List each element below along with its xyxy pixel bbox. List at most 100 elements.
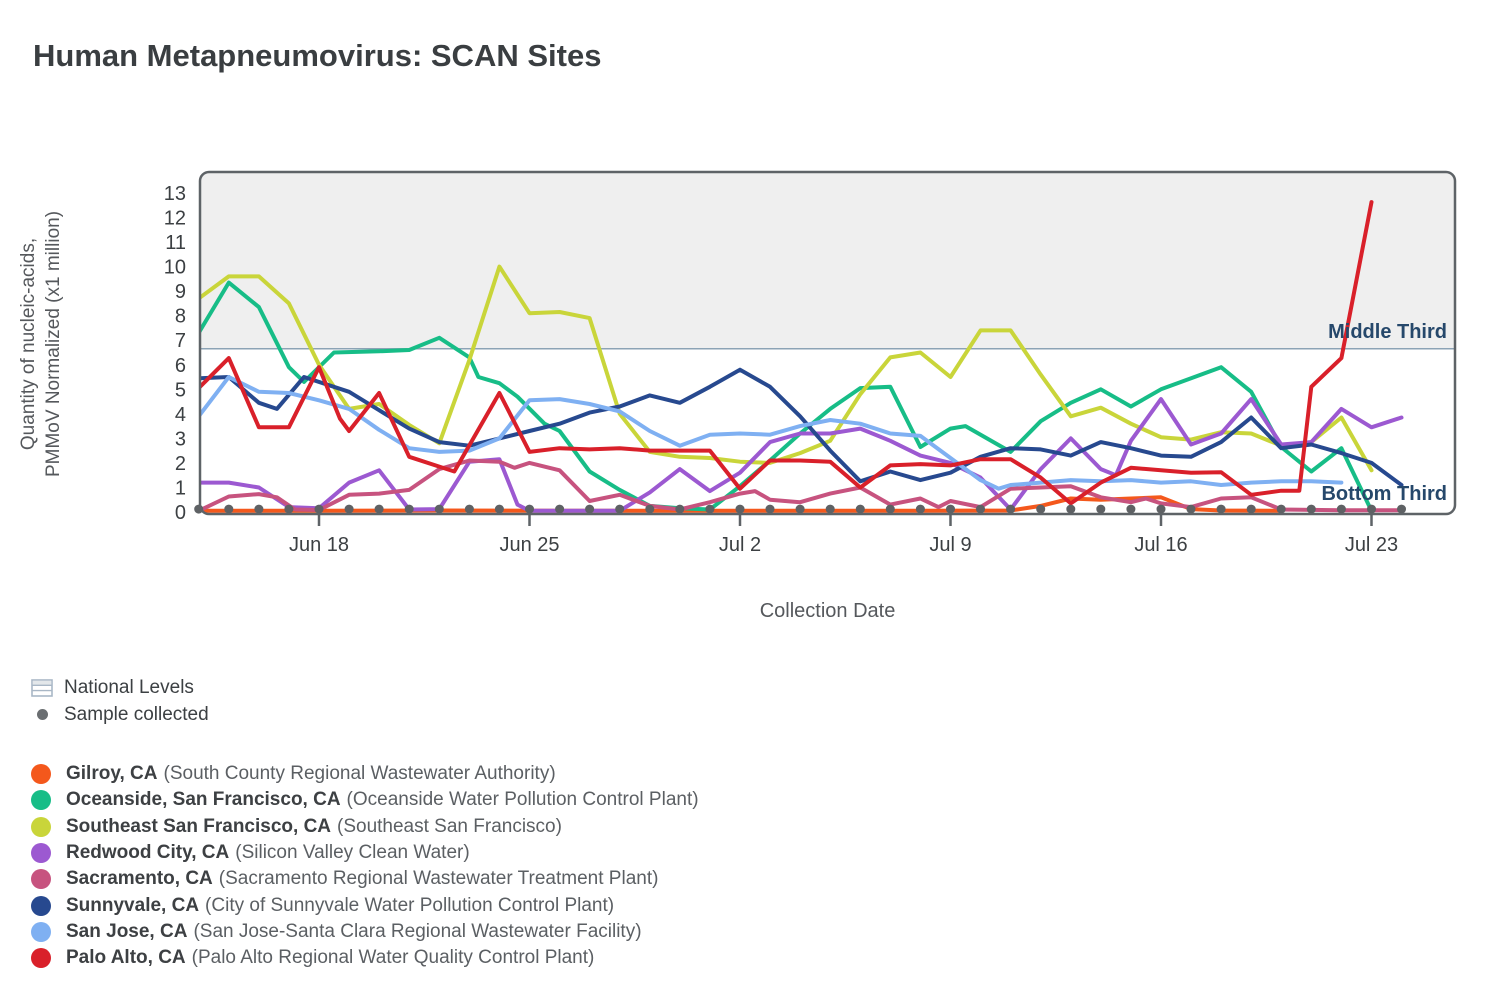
y-tick-label: 8 bbox=[175, 306, 186, 328]
bottom-third-annotation: Bottom Third bbox=[1321, 483, 1447, 505]
sample-collected-dot-icon bbox=[31, 709, 53, 720]
sample-collected-dot bbox=[1367, 504, 1376, 514]
national-levels-legend-item: National Levels bbox=[31, 674, 209, 701]
middle-third-shaded-region bbox=[200, 172, 1455, 349]
x-tick-label: Jul 23 bbox=[1345, 534, 1398, 556]
site-color-dot bbox=[31, 895, 51, 916]
sample-collected-dot bbox=[464, 504, 474, 514]
y-tick-label: 3 bbox=[175, 428, 186, 450]
sample-collected-dot bbox=[494, 504, 504, 514]
sample-collected-label: Sample collected bbox=[64, 703, 209, 725]
legend-site-row-oceanside[interactable]: Oceanside, San Francisco, CA (Oceanside … bbox=[31, 787, 699, 813]
sample-collected-dot bbox=[1006, 504, 1016, 514]
sample-collected-dot bbox=[344, 504, 354, 514]
upper-legend: National Levels Sample collected bbox=[31, 674, 209, 728]
x-tick-label: Jul 9 bbox=[929, 534, 971, 556]
sample-collected-dot bbox=[705, 504, 715, 514]
site-color-dot bbox=[31, 921, 51, 942]
y-tick-label: 9 bbox=[175, 281, 186, 303]
sample-collected-dot bbox=[1306, 504, 1316, 514]
sample-collected-dot bbox=[885, 504, 895, 514]
y-tick-label: 13 bbox=[164, 183, 186, 205]
sample-collected-dot bbox=[1186, 504, 1196, 514]
sample-collected-dot bbox=[1397, 504, 1406, 514]
sample-collected-dot bbox=[976, 504, 985, 514]
sample-collected-dot bbox=[946, 504, 955, 514]
sample-collected-dot bbox=[675, 504, 685, 514]
sample-collected-legend-item: Sample collected bbox=[31, 701, 209, 728]
series-line-redwood-city bbox=[200, 397, 1404, 513]
sample-collected-dot bbox=[1216, 504, 1226, 514]
sample-collected-dot bbox=[1096, 504, 1106, 514]
x-tick-label: Jul 16 bbox=[1134, 534, 1187, 556]
series-line-sunnyvale bbox=[200, 367, 1404, 487]
sample-collected-dot bbox=[915, 504, 925, 514]
y-tick-label: 7 bbox=[175, 330, 186, 352]
sample-collected-dot bbox=[1336, 504, 1346, 514]
y-tick-label: 11 bbox=[165, 232, 186, 254]
sample-collected-dot bbox=[1066, 504, 1076, 514]
national-levels-icon bbox=[31, 678, 53, 698]
site-color-dot bbox=[31, 843, 51, 864]
sample-collected-dot bbox=[434, 504, 444, 514]
y-tick-label: 0 bbox=[175, 502, 186, 524]
sample-collected-dot bbox=[525, 504, 534, 514]
plot-border bbox=[198, 170, 1457, 516]
sample-collected-dot bbox=[1156, 504, 1166, 514]
legend-site-row-palo-alto[interactable]: Palo Alto, CA (Palo Alto Regional Water … bbox=[31, 945, 699, 971]
site-color-dot bbox=[31, 869, 51, 890]
series-line-sacramento bbox=[200, 458, 1404, 513]
site-color-dot bbox=[31, 948, 51, 969]
site-color-dot bbox=[31, 816, 51, 837]
sample-collected-dot bbox=[735, 504, 745, 514]
series-line-palo-alto bbox=[200, 200, 1374, 506]
sample-dots-layer bbox=[194, 504, 1406, 514]
y-tick-label: 5 bbox=[175, 379, 186, 401]
y-tick-label: 4 bbox=[175, 404, 186, 426]
sample-collected-dot bbox=[825, 504, 835, 514]
sample-collected-dot bbox=[1126, 504, 1136, 514]
x-axis-ticks: Jun 18 Jun 25 Jul 2 Jul 9 Jul 16 Jul 23 bbox=[289, 514, 1398, 556]
sample-collected-dot bbox=[855, 504, 865, 514]
series-line-southeast-sf bbox=[200, 264, 1374, 473]
sample-collected-dot bbox=[374, 504, 384, 514]
middle-third-annotation: Middle Third bbox=[1328, 321, 1447, 343]
sample-collected-dot bbox=[1276, 504, 1286, 514]
x-axis-label: Collection Date bbox=[759, 600, 896, 622]
sample-collected-dot bbox=[765, 504, 775, 514]
y-tick-label: 12 bbox=[164, 208, 186, 230]
sample-collected-dot bbox=[585, 504, 595, 514]
legend-site-row-sunnyvale[interactable]: Sunnyvale, CA (City of Sunnyvale Water P… bbox=[31, 892, 699, 918]
sample-collected-dot bbox=[795, 504, 805, 514]
page-title: Human Metapneumovirus: SCAN Sites bbox=[33, 38, 602, 73]
chart-canvas[interactable]: Jun 18 Jun 25 Jul 2 Jul 9 Jul 16 Jul 23 01234… bbox=[0, 0, 1500, 640]
sample-collected-dot bbox=[314, 504, 324, 514]
national-levels-label: National Levels bbox=[64, 676, 194, 698]
legend-site-row-gilroy[interactable]: Gilroy, CA (South County Regional Wastew… bbox=[31, 761, 699, 787]
y-tick-label: 1 bbox=[175, 478, 186, 500]
site-color-dot bbox=[31, 790, 51, 811]
sample-collected-dot bbox=[404, 504, 414, 514]
x-tick-label: Jun 25 bbox=[499, 534, 559, 556]
sample-collected-dot bbox=[1246, 504, 1256, 514]
legend-site-row-southeast-sf[interactable]: Southeast San Francisco, CA (Southeast S… bbox=[31, 814, 699, 840]
x-tick-label: Jul 2 bbox=[719, 534, 761, 556]
sample-collected-dot bbox=[645, 504, 655, 514]
y-axis-label: Quantity of nucleic-acids, PMMoV Normali… bbox=[18, 210, 64, 478]
sample-collected-dot bbox=[284, 504, 294, 514]
sample-collected-dot bbox=[254, 504, 264, 514]
site-legend: Gilroy, CA (South County Regional Wastew… bbox=[31, 761, 699, 971]
x-tick-label: Jun 18 bbox=[289, 534, 349, 556]
legend-site-row-sacramento[interactable]: Sacramento, CA (Sacramento Regional Wast… bbox=[31, 866, 699, 892]
series-layer bbox=[200, 200, 1404, 513]
y-tick-label: 2 bbox=[175, 453, 186, 475]
sample-collected-dot bbox=[555, 504, 565, 514]
sample-collected-dot bbox=[615, 504, 625, 514]
legend-site-row-redwood-city[interactable]: Redwood City, CA (Silicon Valley Clean W… bbox=[31, 840, 699, 866]
y-tick-label: 6 bbox=[175, 355, 186, 377]
series-line-san-jose bbox=[200, 375, 1344, 491]
sample-collected-dot bbox=[224, 504, 234, 514]
legend-site-row-san-jose[interactable]: San Jose, CA (San Jose-Santa Clara Regio… bbox=[31, 919, 699, 945]
